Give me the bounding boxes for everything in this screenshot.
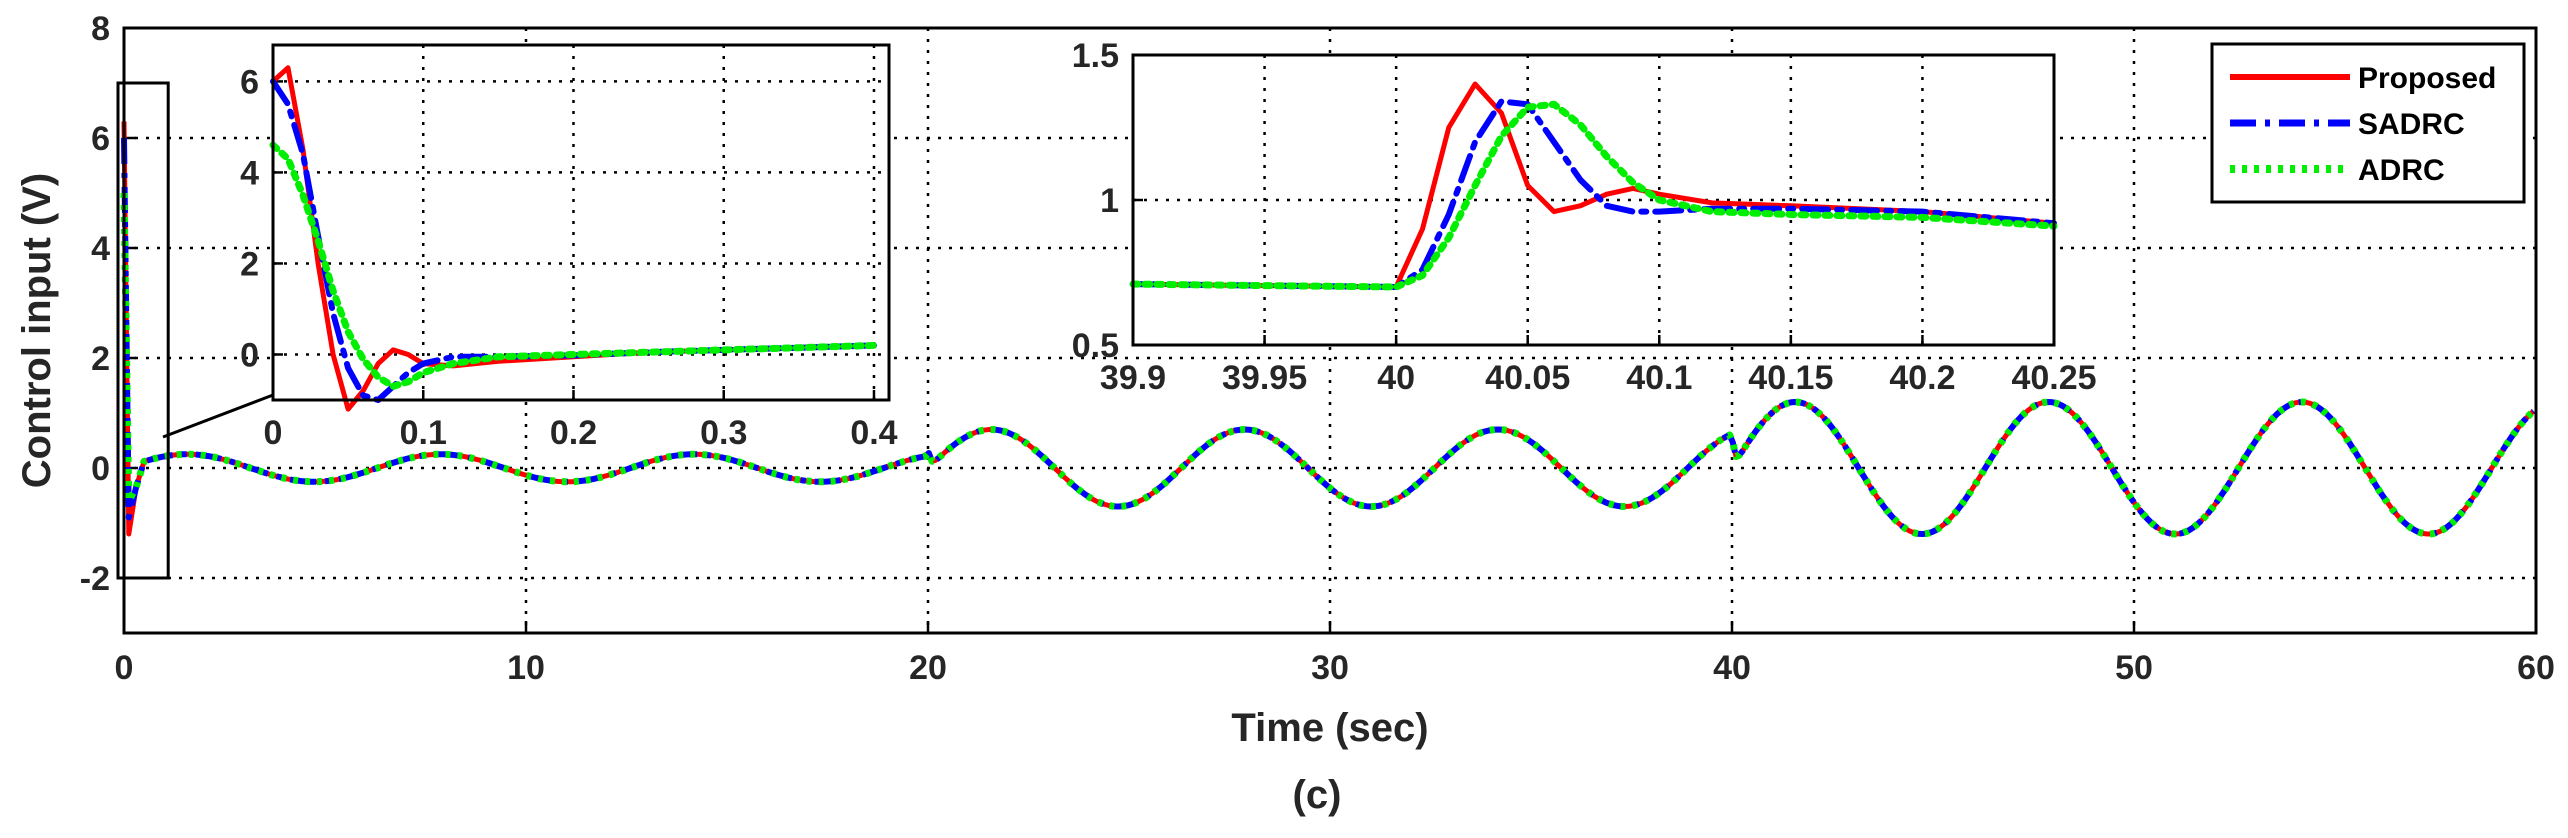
legend-entry-proposed: Proposed [2358, 62, 2496, 95]
inset-right-x-tick-label: 39.9 [1100, 359, 1166, 397]
inset-right-x-tick-label: 40.15 [1748, 359, 1833, 397]
inset-right-y-tick-label: 1.5 [1072, 37, 1119, 75]
inset-right-x-tick-label: 39.95 [1222, 359, 1307, 397]
main-x-tick-label: 50 [2115, 649, 2153, 687]
inset-left-y-tick-label: 2 [240, 245, 259, 283]
inset-left-x-tick-label: 0.4 [850, 414, 897, 452]
main-y-tick-label: -2 [80, 560, 110, 598]
inset-right-border [1131, 53, 2056, 347]
inset-right-series-proposed [1130, 81, 2057, 290]
inset-right-x-tick-label: 40.2 [1889, 359, 1955, 397]
main-y-tick-label: 2 [91, 340, 110, 378]
legend-entry-sadrc: SADRC [2358, 108, 2465, 141]
main-x-tick-label: 30 [1311, 649, 1349, 687]
inset-left-series-adrc [269, 141, 878, 390]
inset-right-x-tick-label: 40.1 [1626, 359, 1692, 397]
inset-right-series-adrc [1129, 100, 2058, 291]
legend-box [2210, 42, 2526, 204]
main-y-tick-label: 6 [91, 120, 110, 158]
inset-left-x-tick-label: 0 [264, 414, 283, 452]
inset-right-y-tick-label: 0.5 [1072, 327, 1119, 365]
inset-right-x-tick-label: 40 [1377, 359, 1415, 397]
inset-right-series-sadrc [1130, 98, 2057, 290]
main-y-tick-label: 4 [91, 230, 110, 268]
inset-left-y-tick-label: 4 [240, 154, 259, 192]
main-x-tick-label: 0 [115, 649, 134, 687]
inset-left-x-tick-label: 0.3 [700, 414, 747, 452]
inset-left-border [271, 43, 891, 402]
figure-caption: (c) [1293, 773, 1342, 817]
zoom-connector-line [162, 393, 274, 439]
inset-right-x-tick-label: 40.25 [2011, 359, 2096, 397]
inset-left-y-tick-label: 6 [240, 63, 259, 101]
main-x-tick-label: 40 [1713, 649, 1751, 687]
main-plot-border [122, 26, 2538, 635]
main-series-sadrc [121, 137, 2536, 537]
main-x-tick-label: 60 [2517, 649, 2555, 687]
inset-right-x-tick-label: 40.05 [1485, 359, 1570, 397]
inset-left-y-tick-label: 0 [240, 336, 259, 374]
inset-right-y-tick-label: 1 [1100, 182, 1119, 220]
legend-entry-adrc: ADRC [2358, 154, 2445, 187]
inset-left-plot-area [273, 45, 889, 400]
main-x-axis-label: Time (sec) [1231, 706, 1428, 750]
zoom-box [116, 81, 170, 580]
main-y-axis-label: Control input (V) [15, 173, 59, 488]
main-y-tick-label: 0 [91, 450, 110, 488]
inset-left-x-tick-label: 0.2 [550, 414, 597, 452]
inset-left-x-tick-label: 0.1 [400, 414, 447, 452]
main-y-tick-label: 8 [91, 10, 110, 48]
main-x-tick-label: 20 [909, 649, 947, 687]
main-x-tick-label: 10 [507, 649, 545, 687]
